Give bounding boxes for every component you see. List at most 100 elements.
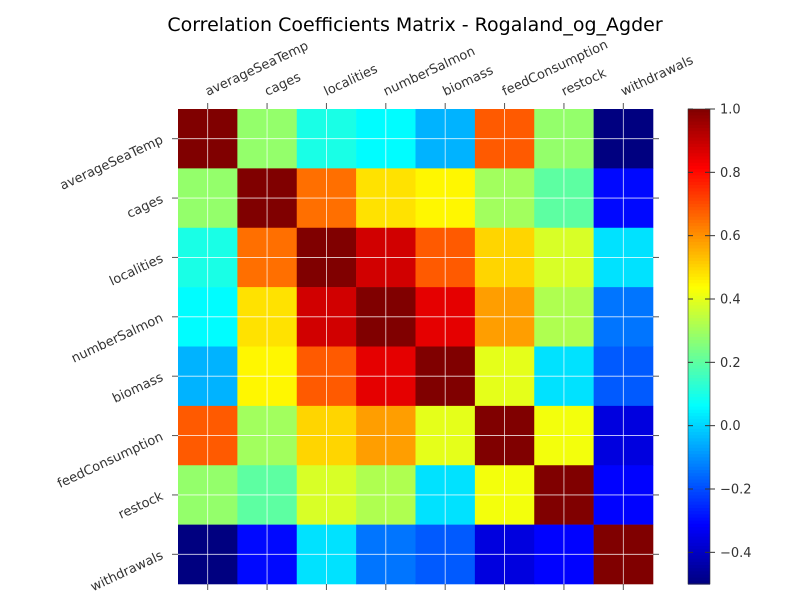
colorbar-segment [688, 219, 710, 224]
colorbar-tick-label: 0.6 [720, 229, 741, 244]
colorbar-segment [688, 140, 710, 145]
colorbar-segment [688, 498, 710, 503]
colorbar-segment [688, 574, 710, 579]
colorbar-segment [688, 254, 710, 259]
colorbar-segment [688, 118, 710, 123]
colorbar-segment [688, 242, 710, 246]
x-tick-label-feedConsumption: feedConsumption [500, 37, 611, 99]
colorbar-segment [688, 454, 710, 458]
colorbar-segment [688, 305, 710, 310]
colorbar-segment [688, 235, 710, 240]
colorbar-segment [688, 337, 710, 341]
colorbar-segment [688, 539, 710, 544]
colorbar-segment [688, 229, 710, 234]
colorbar-segment [688, 530, 710, 534]
colorbar-segment [688, 194, 710, 199]
colorbar-segment [688, 533, 710, 538]
y-tick-label-localities: localities [107, 251, 166, 289]
colorbar-segment [688, 175, 710, 180]
colorbar-segment [688, 520, 710, 525]
colorbar-segment [688, 495, 710, 500]
y-tick-label-averageSeaTemp: averageSeaTemp [58, 133, 166, 194]
colorbar-segment [688, 302, 710, 306]
colorbar-segment [688, 333, 710, 338]
colorbar-segment [688, 555, 710, 560]
heatmap-cells [178, 109, 654, 585]
colorbar-segment [688, 479, 710, 484]
colorbar-tick-label: 0.4 [720, 293, 741, 308]
colorbar-segment [688, 286, 710, 291]
colorbar-segment [688, 552, 710, 557]
colorbar-segment [688, 425, 710, 430]
colorbar-segment [688, 166, 710, 170]
colorbar-segment [688, 292, 710, 297]
colorbar-segment [688, 422, 710, 427]
colorbar-segment [688, 365, 710, 370]
colorbar-segment [688, 580, 710, 585]
colorbar-segment [688, 352, 710, 357]
colorbar-segment [688, 460, 710, 465]
colorbar-segment [688, 536, 710, 541]
colorbar-segment [688, 251, 710, 256]
heatmap-ticks [172, 103, 659, 590]
colorbar-segment [688, 280, 710, 284]
colorbar: −0.4 −0.2 0.0 0.2 0.4 0.6 0.8 1.0 [687, 103, 752, 585]
colorbar-segment [688, 438, 710, 443]
colorbar-segment [688, 273, 710, 278]
colorbar-tick-label: 0.0 [720, 419, 741, 434]
colorbar-segment [688, 523, 710, 528]
colorbar-segment [688, 390, 710, 395]
colorbar-segment [688, 128, 710, 132]
colorbar-segment [688, 185, 710, 189]
colorbar-segment [688, 276, 710, 281]
colorbar-segment [688, 299, 710, 303]
x-tick-label-localities: localities [322, 62, 381, 100]
colorbar-segment [688, 172, 710, 177]
colorbar-segment [688, 527, 710, 531]
colorbar-segment [688, 406, 710, 411]
colorbar-segment [688, 270, 710, 275]
colorbar-segment [688, 134, 710, 139]
colorbar-frame [687, 108, 711, 585]
colorbar-segment [688, 343, 710, 348]
colorbar-segment [688, 267, 710, 272]
x-tick-label-cages: cages [262, 70, 303, 100]
colorbar-segment [688, 447, 710, 452]
colorbar-segment [688, 264, 710, 268]
colorbar-segment [688, 444, 710, 449]
colorbar-segment [688, 349, 710, 354]
colorbar-segment [688, 428, 710, 433]
colorbar-segment [688, 504, 710, 509]
y-tick-label-biomass: biomass [110, 370, 165, 407]
colorbar-segment [688, 153, 710, 158]
colorbar-segment [688, 213, 710, 218]
colorbar-segment [688, 318, 710, 322]
chart-title: Correlation Coefficients Matrix - Rogala… [167, 14, 663, 36]
colorbar-segment [688, 419, 710, 424]
colorbar-segment [688, 476, 710, 481]
colorbar-segment [688, 311, 710, 316]
colorbar-tick-label: 0.2 [720, 356, 741, 371]
colorbar-segment [688, 210, 710, 215]
colorbar-tick-label: 0.8 [720, 166, 741, 181]
colorbar-segment [688, 109, 710, 113]
colorbar-segment [688, 517, 710, 522]
colorbar-segment [688, 181, 710, 186]
x-tick-label-averageSeaTemp: averageSeaTemp [203, 39, 311, 100]
colorbar-segment [688, 283, 710, 287]
colorbar-segment [688, 289, 710, 294]
colorbar-segment [688, 362, 710, 367]
colorbar-segment [688, 441, 710, 446]
colorbar-segment [688, 473, 710, 477]
colorbar-segment [688, 131, 710, 135]
y-tick-label-numberSalmon: numberSalmon [69, 311, 165, 367]
y-tick-label-withdrawals: withdrawals [89, 548, 166, 595]
heatmap-grid [178, 109, 653, 584]
colorbar-segment [688, 204, 710, 208]
colorbar-segment [688, 378, 710, 382]
colorbar-segment [688, 511, 710, 515]
colorbar-segment [688, 549, 710, 553]
colorbar-segment [688, 207, 710, 211]
